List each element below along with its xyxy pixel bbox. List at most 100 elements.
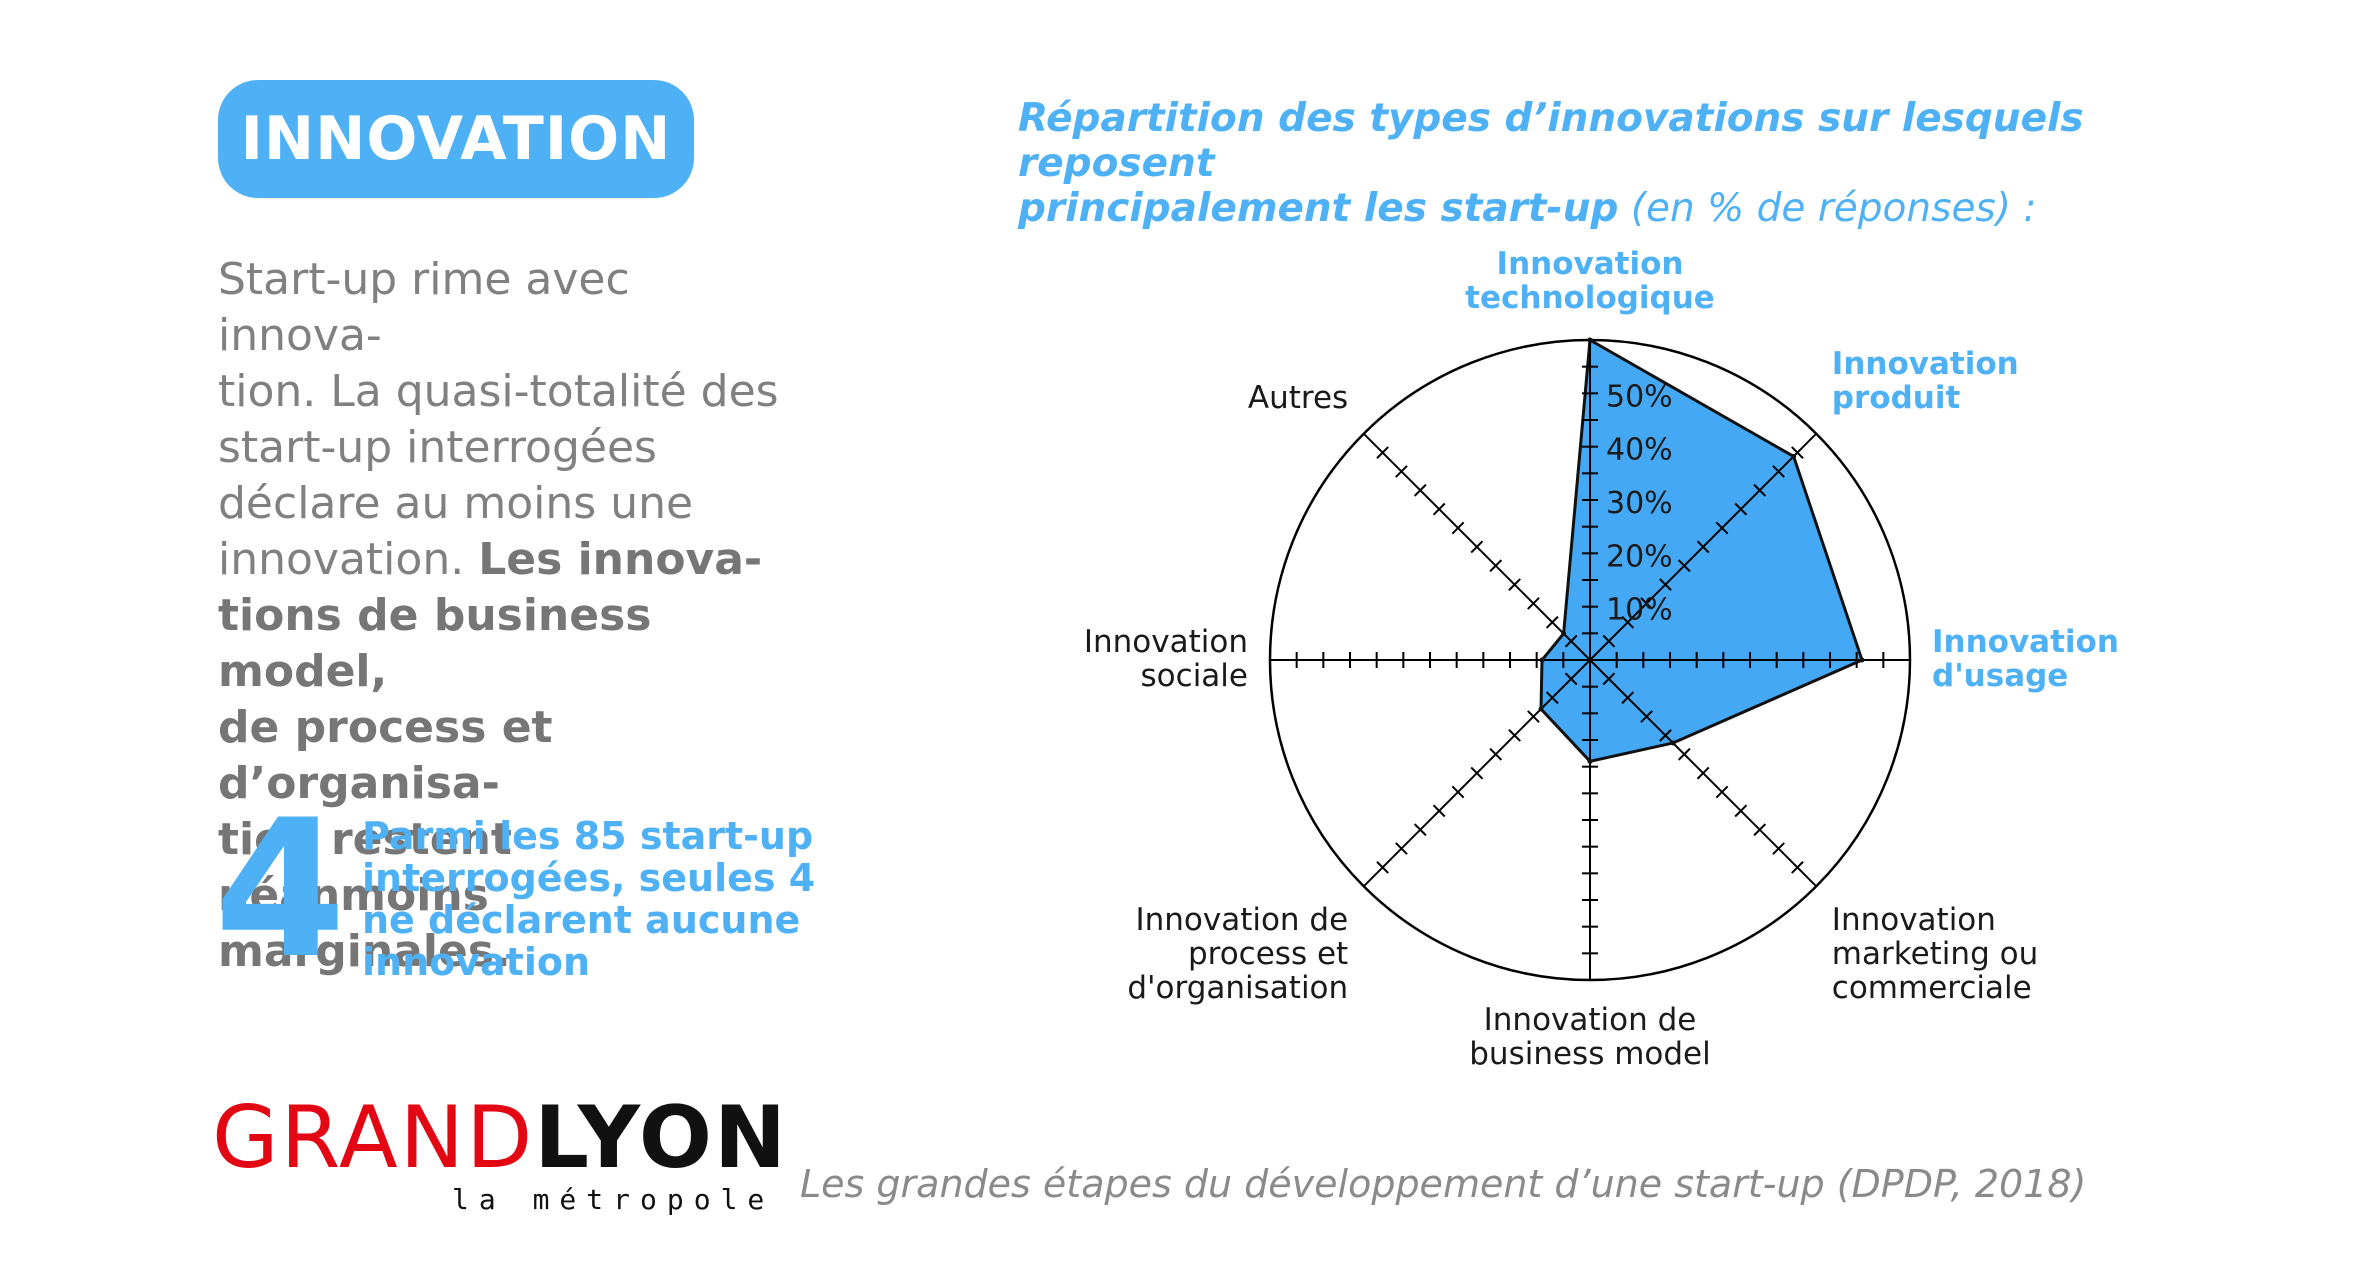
radar-category-label-line: Innovation de bbox=[1484, 1002, 1697, 1038]
stat-caption-line: ne déclarent aucune bbox=[362, 898, 801, 942]
radar-tick-label: 10% bbox=[1606, 593, 1673, 628]
radar-tick bbox=[1753, 483, 1767, 497]
radar-point-0 bbox=[1587, 337, 1593, 343]
radar-tick bbox=[1470, 766, 1484, 780]
radar-category-label-line: commerciale bbox=[1832, 970, 2032, 1006]
intro-line-bold: tions de business model, bbox=[218, 590, 652, 697]
radar-point-3 bbox=[1670, 740, 1676, 746]
radar-tick bbox=[1734, 502, 1748, 516]
radar-category-label-line: business model bbox=[1469, 1036, 1711, 1072]
radar-category-label-2: Innovation d'usage bbox=[1932, 624, 2119, 694]
radar-category-label-1: Innovation produit bbox=[1832, 346, 2019, 416]
source-note: Les grandes étapes du développement d’un… bbox=[800, 1162, 2087, 1206]
radar-tick bbox=[1640, 597, 1653, 610]
radar-tick bbox=[1470, 540, 1484, 554]
radar-tick-label: 50% bbox=[1606, 379, 1673, 414]
intro-line: Start-up rime avec innova- bbox=[218, 254, 630, 361]
radar-tick bbox=[1545, 615, 1559, 629]
intro-line: innovation. Les innova- bbox=[218, 532, 798, 588]
radar-tick bbox=[1715, 521, 1729, 535]
logo-subtitle: la métropole bbox=[452, 1183, 775, 1216]
chart-title-line: principalement les start-up (en % de rép… bbox=[1018, 186, 2037, 231]
radar-tick-label: 20% bbox=[1606, 539, 1673, 574]
radar-tick bbox=[1527, 597, 1540, 610]
radar-tick bbox=[1659, 578, 1672, 591]
radar-point-5 bbox=[1538, 706, 1544, 712]
radar-tick bbox=[1659, 729, 1672, 742]
radar-category-label-0: Innovation technologique bbox=[1465, 246, 1715, 316]
stat-number: 4 bbox=[214, 779, 347, 1000]
radar-tick bbox=[1564, 634, 1578, 648]
radar-tick bbox=[1677, 747, 1691, 761]
intro-line: tion. La quasi-totalité des bbox=[218, 366, 779, 417]
radar-category-label-6: Innovation sociale bbox=[1084, 624, 1248, 694]
intro-text: Start-up rime avec innova- tion. La quas… bbox=[218, 252, 798, 980]
intro-line-bold: de process et d’organisa- bbox=[218, 702, 553, 809]
radar-tick bbox=[1489, 747, 1503, 761]
radar-tick bbox=[1640, 710, 1653, 723]
stat-caption-line: Parmi les 85 start-up bbox=[362, 814, 814, 858]
intro-line: start-up interrogées bbox=[218, 422, 657, 473]
radar-tick bbox=[1376, 861, 1389, 874]
radar-point-2 bbox=[1859, 657, 1865, 663]
chart-title-line: Répartition des types d’innovations sur … bbox=[1018, 96, 2084, 186]
radar-tick bbox=[1696, 766, 1710, 780]
intro-line-bold: marginales. bbox=[218, 926, 511, 977]
radar-category-label-line: sociale bbox=[1141, 658, 1248, 694]
stat-caption-line: interrogées, seules 4 bbox=[362, 856, 816, 900]
radar-tick bbox=[1376, 446, 1389, 459]
radar-tick bbox=[1508, 578, 1521, 591]
radar-category-label-line: Innovation bbox=[1497, 246, 1684, 282]
radar-category-label-line: marketing ou bbox=[1832, 936, 2038, 972]
radar-tick bbox=[1413, 483, 1427, 497]
radar-category-label-line: Innovation de bbox=[1135, 902, 1348, 938]
radar-point-1 bbox=[1791, 453, 1797, 459]
radar-tick bbox=[1545, 691, 1559, 705]
radar-tick bbox=[1432, 502, 1446, 516]
radar-tick bbox=[1527, 710, 1540, 723]
radar-category-label-line: technologique bbox=[1465, 280, 1715, 316]
radar-tick bbox=[1602, 672, 1616, 686]
intro-line: déclare au moins une bbox=[218, 478, 694, 529]
radar-category-label-line: Innovation bbox=[1932, 624, 2119, 660]
logo-lyon: LYON bbox=[534, 1088, 788, 1188]
radar-tick bbox=[1489, 559, 1503, 573]
radar-tick bbox=[1621, 691, 1635, 705]
radar-category-label-line: d'usage bbox=[1932, 658, 2068, 694]
radar-tick bbox=[1395, 465, 1408, 478]
logo-grand: GRAND bbox=[212, 1088, 535, 1188]
chart-title: Répartition des types d’innovations sur … bbox=[1018, 96, 2268, 231]
radar-tick bbox=[1677, 559, 1691, 573]
stat-caption: Parmi les 85 start-up interrogées, seule… bbox=[362, 815, 832, 983]
radar-category-label-3: Innovation marketing ou commerciale bbox=[1832, 902, 2038, 1006]
radar-tick bbox=[1715, 785, 1729, 799]
radar-tick bbox=[1734, 804, 1748, 818]
grand-lyon-logo: GRANDLYON la métropole bbox=[212, 1095, 788, 1216]
intro-line-regular: innovation. bbox=[218, 534, 465, 585]
radar-tick bbox=[1602, 634, 1616, 648]
innovation-badge: INNOVATION bbox=[218, 80, 694, 198]
radar-tick bbox=[1753, 823, 1767, 837]
radar-tick bbox=[1791, 861, 1804, 874]
radar-chart: 10%20%30%40%50%Innovation technologiqueIn… bbox=[1084, 246, 2119, 1072]
intro-line-bold: Les innova- bbox=[478, 534, 763, 585]
chart-title-unit: (en % de réponses) : bbox=[1618, 186, 2037, 231]
radar-category-label-5: Innovation de process et d'organisation bbox=[1127, 902, 1348, 1006]
radar-tick bbox=[1432, 804, 1446, 818]
radar-category-label-line: Innovation bbox=[1832, 346, 2019, 382]
radar-tick bbox=[1621, 615, 1635, 629]
radar-category-label-line: Autres bbox=[1248, 380, 1348, 416]
intro-line-bold: tion restent néanmoins bbox=[218, 814, 512, 921]
radar-tick bbox=[1791, 446, 1804, 459]
radar-tick bbox=[1772, 465, 1785, 478]
radar-category-label-line: Innovation bbox=[1084, 624, 1248, 660]
radar-point-6 bbox=[1539, 657, 1545, 663]
radar-tick bbox=[1451, 785, 1465, 799]
radar-tick bbox=[1451, 521, 1465, 535]
radar-tick-label: 40% bbox=[1606, 433, 1673, 468]
radar-tick bbox=[1508, 729, 1521, 742]
radar-tick bbox=[1564, 672, 1578, 686]
radar-category-label-line: produit bbox=[1832, 380, 1961, 416]
logo-wordmark: GRANDLYON bbox=[212, 1095, 788, 1181]
radar-point-7 bbox=[1561, 631, 1567, 637]
